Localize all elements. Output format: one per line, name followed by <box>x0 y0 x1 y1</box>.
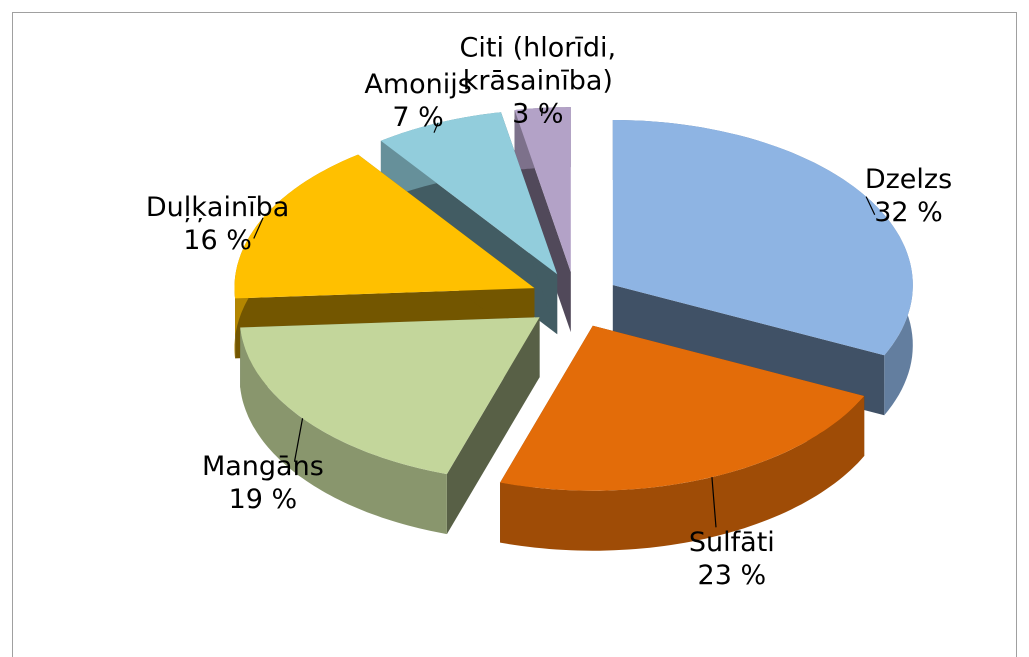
slice-side <box>500 396 865 551</box>
slice-label: Sulfāti 23 % <box>689 526 775 592</box>
slice-value: 32 % <box>874 197 943 229</box>
leader-line <box>540 107 544 117</box>
leader-line <box>253 217 264 239</box>
slice-label: Mangāns 19 % <box>202 450 324 516</box>
leader-line <box>711 477 717 528</box>
slice-label: Amonijs 7 % <box>364 68 471 134</box>
slice-value: 23 % <box>697 560 767 592</box>
slice-value: 16 % <box>183 224 252 256</box>
slice-label: Duļķainība 16 % <box>146 191 289 257</box>
slice-name: Dzelzs <box>864 164 953 196</box>
pie-slice <box>240 317 540 475</box>
slice-name: Mangāns <box>201 451 324 483</box>
leader-line <box>865 196 876 216</box>
slice-value: 19 % <box>228 484 298 516</box>
slice-name: Amonijs <box>364 68 472 100</box>
slice-side <box>240 327 447 535</box>
pie-slice <box>500 325 865 491</box>
leader-line <box>433 122 439 133</box>
pie-slice <box>380 112 558 275</box>
pie-slice <box>612 120 913 356</box>
slice-name: Duļķainība <box>145 191 290 223</box>
pie-slice <box>234 154 535 299</box>
slice-name: Citi (hlorīdi, krāsainība) <box>459 32 617 97</box>
slice-value: 7 % <box>392 101 444 133</box>
slice-label: Dzelzs 32 % <box>865 163 952 229</box>
slice-value: 3 % <box>512 98 564 130</box>
slice-name: Sulfāti <box>688 527 775 559</box>
slice-label: Citi (hlorīdi, krāsainība) 3 % <box>408 32 668 131</box>
pie-slice <box>514 107 571 273</box>
leader-line <box>293 418 304 462</box>
slice-wall <box>612 285 885 416</box>
chart-frame <box>12 12 1017 657</box>
